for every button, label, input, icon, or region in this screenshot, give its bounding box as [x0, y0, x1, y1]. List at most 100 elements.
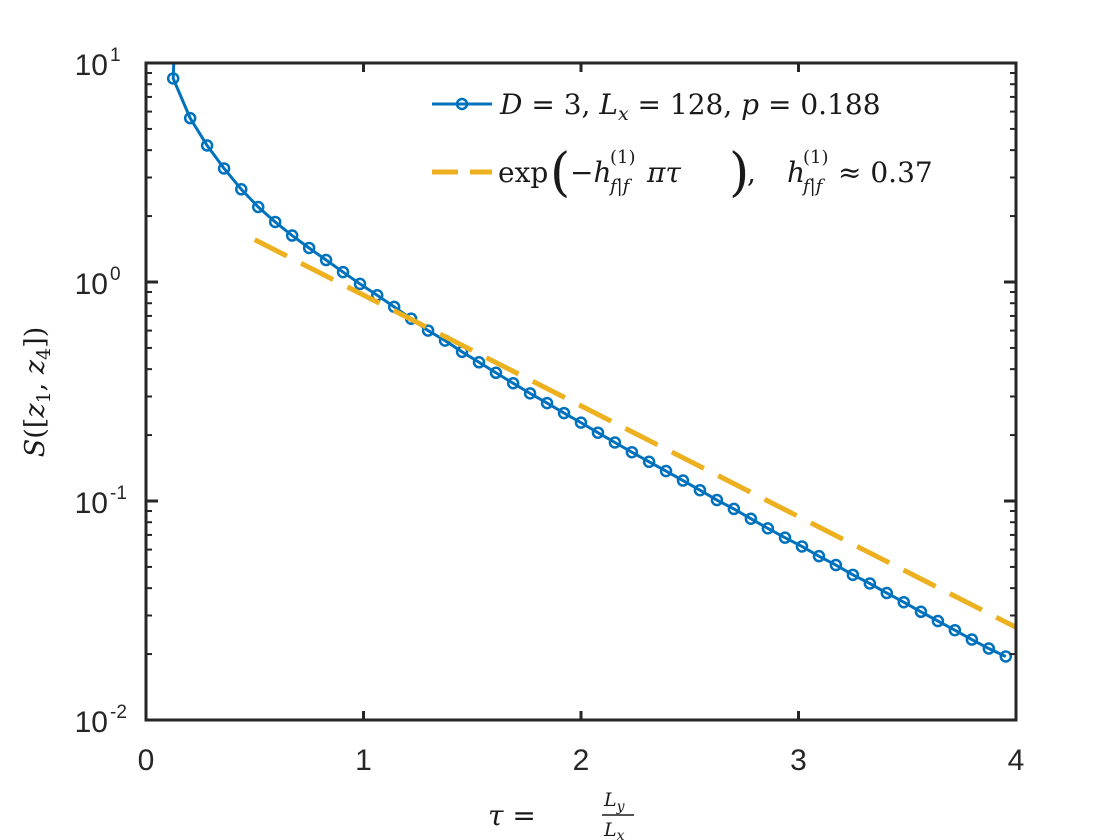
data-point — [489, 366, 503, 380]
data-point — [778, 531, 792, 544]
data-point — [914, 605, 928, 619]
y-tick-exponent: 1 — [110, 45, 121, 66]
data-point — [965, 633, 979, 646]
legend2-sup: (1) — [610, 147, 636, 168]
data-point — [506, 376, 520, 390]
x-tick-label: 2 — [573, 744, 590, 777]
xlabel-num: L — [603, 789, 617, 811]
legend2-sub: f|f — [608, 176, 633, 197]
ylabel-z1-sub: 1 — [33, 391, 55, 403]
data-point — [795, 540, 809, 553]
y-tick-label: 10 — [75, 487, 108, 520]
legend-label-series-2-fn: exp — [498, 156, 548, 189]
data-point — [574, 416, 588, 429]
x-axis-label: τ = Ly Lx — [488, 789, 634, 840]
data-point — [217, 162, 231, 175]
data-point — [421, 324, 435, 337]
data-point — [676, 474, 690, 487]
series-layer — [166, 63, 1016, 663]
data-point — [693, 483, 707, 497]
data-point — [302, 241, 316, 255]
legend-marker-series-1 — [455, 97, 469, 111]
data-point — [880, 586, 894, 600]
xlabel-num-sub: y — [616, 799, 626, 815]
data-point — [608, 436, 622, 449]
legend1-p: p — [741, 88, 759, 121]
legend1-p-eq: = 0.188 — [759, 88, 880, 121]
plot-background — [146, 63, 1016, 720]
data-point — [982, 642, 996, 655]
data-point — [336, 265, 350, 279]
data-point — [319, 253, 333, 267]
series-line-fit — [253, 237, 1016, 630]
legend: D = 3, Lx = 128, p = 0.188 exp ( −h (1) … — [432, 88, 933, 203]
data-point — [846, 568, 860, 582]
data-point — [897, 595, 911, 609]
x-tick-label: 0 — [138, 744, 155, 777]
data-point — [251, 200, 265, 214]
ylabel-open: ([ — [20, 418, 51, 439]
legend-label-series-2-body: −h — [570, 156, 612, 189]
ylabel-z4-sub: 4 — [33, 348, 55, 360]
xlabel-lhs: τ — [488, 799, 504, 832]
legend2-minus: − — [570, 156, 593, 189]
ylabel-z4: z — [20, 359, 51, 375]
y-tick-exponent: -1 — [110, 483, 127, 504]
legend1-d-eq: = 3, — [522, 88, 599, 121]
x-tick-label: 4 — [1008, 744, 1025, 777]
ylabel-sep: , — [20, 374, 51, 391]
ylabel-z1: z — [20, 403, 51, 419]
y-tick-label: 10 — [75, 268, 108, 301]
legend2-sub2: f|f — [801, 176, 826, 197]
data-point — [353, 277, 367, 291]
legend1-l: L — [598, 88, 618, 121]
data-point — [727, 502, 741, 516]
data-point — [710, 493, 724, 507]
data-point — [761, 522, 775, 535]
data-point — [863, 577, 877, 590]
data-point — [285, 229, 299, 242]
data-point — [166, 72, 180, 85]
data-point — [948, 623, 962, 637]
data-point — [659, 464, 673, 478]
y-tick-exponent: 0 — [110, 264, 121, 285]
xlabel-den-group: Lx — [603, 819, 625, 840]
legend1-l-sub: x — [618, 103, 629, 125]
xlabel-den-sub: x — [617, 828, 625, 840]
y-tick-label: 10 — [75, 706, 108, 739]
y-axis-label: S([z1, z4]) — [20, 327, 55, 457]
data-point — [744, 512, 758, 525]
legend1-d: D — [499, 88, 522, 121]
legend2-approx: ≈ 0.37 — [838, 156, 933, 189]
data-point — [523, 387, 537, 400]
ylabel-s: S — [20, 439, 51, 458]
data-point — [200, 139, 214, 152]
legend-rparen: ) — [729, 143, 749, 203]
x-tick-label: 1 — [355, 744, 372, 777]
xlabel-lhs-group: τ = — [488, 799, 536, 832]
data-point — [625, 445, 639, 459]
ylabel-close: ]) — [20, 327, 51, 348]
y-tick-exponent: -2 — [110, 702, 127, 723]
legend2-h: h — [593, 156, 611, 189]
series-line-data — [171, 63, 1007, 658]
xlabel-eq: = — [504, 799, 536, 832]
data-point — [829, 558, 843, 572]
legend2-sup2: (1) — [803, 147, 829, 168]
legend-lparen: ( — [550, 143, 570, 203]
data-point — [999, 650, 1013, 663]
data-point — [812, 549, 826, 563]
legend2-sep: , — [747, 156, 756, 189]
data-point — [540, 396, 554, 410]
xlabel-den: L — [603, 819, 617, 840]
legend2-pitau: πτ — [646, 156, 681, 189]
data-point — [268, 215, 282, 229]
y-tick-label: 10 — [75, 49, 108, 82]
data-point — [472, 356, 486, 369]
legend2-h2: h — [787, 156, 805, 189]
data-point — [235, 183, 248, 196]
legend-label-series-1: D = 3, Lx = 128, p = 0.188 — [499, 88, 881, 125]
data-point — [931, 614, 945, 628]
